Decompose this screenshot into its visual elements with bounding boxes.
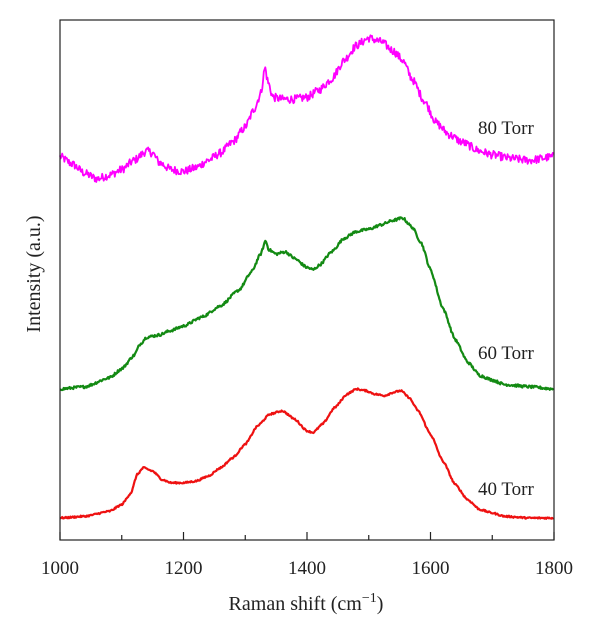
x-axis-title-main: Raman shift (cm [229,593,363,615]
series-label: 40 Torr [478,479,535,500]
y-axis-title: Intensity (a.u.) [23,215,45,332]
series-label: 80 Torr [478,118,535,139]
x-tick-label: 1600 [412,558,450,579]
series-label: 60 Torr [478,343,535,364]
x-tick-label: 1000 [41,558,79,579]
x-tick-label: 1200 [165,558,203,579]
series-line-60-torr [59,216,555,392]
x-tick-label: 1400 [288,558,326,579]
x-axis-title-close: ) [377,593,384,615]
x-axis-title-superscript: −1 [362,591,377,606]
x-tick-label: 1800 [535,558,573,579]
x-axis-title: Raman shift (cm−1) [229,591,384,615]
axes-layer: 1000 1200 1400 1600 1800 [41,19,573,579]
series-line-80-torr [59,34,555,183]
series-layer: 80 Torr 60 Torr 40 Torr [59,34,555,520]
series-line-40-torr [59,387,555,520]
